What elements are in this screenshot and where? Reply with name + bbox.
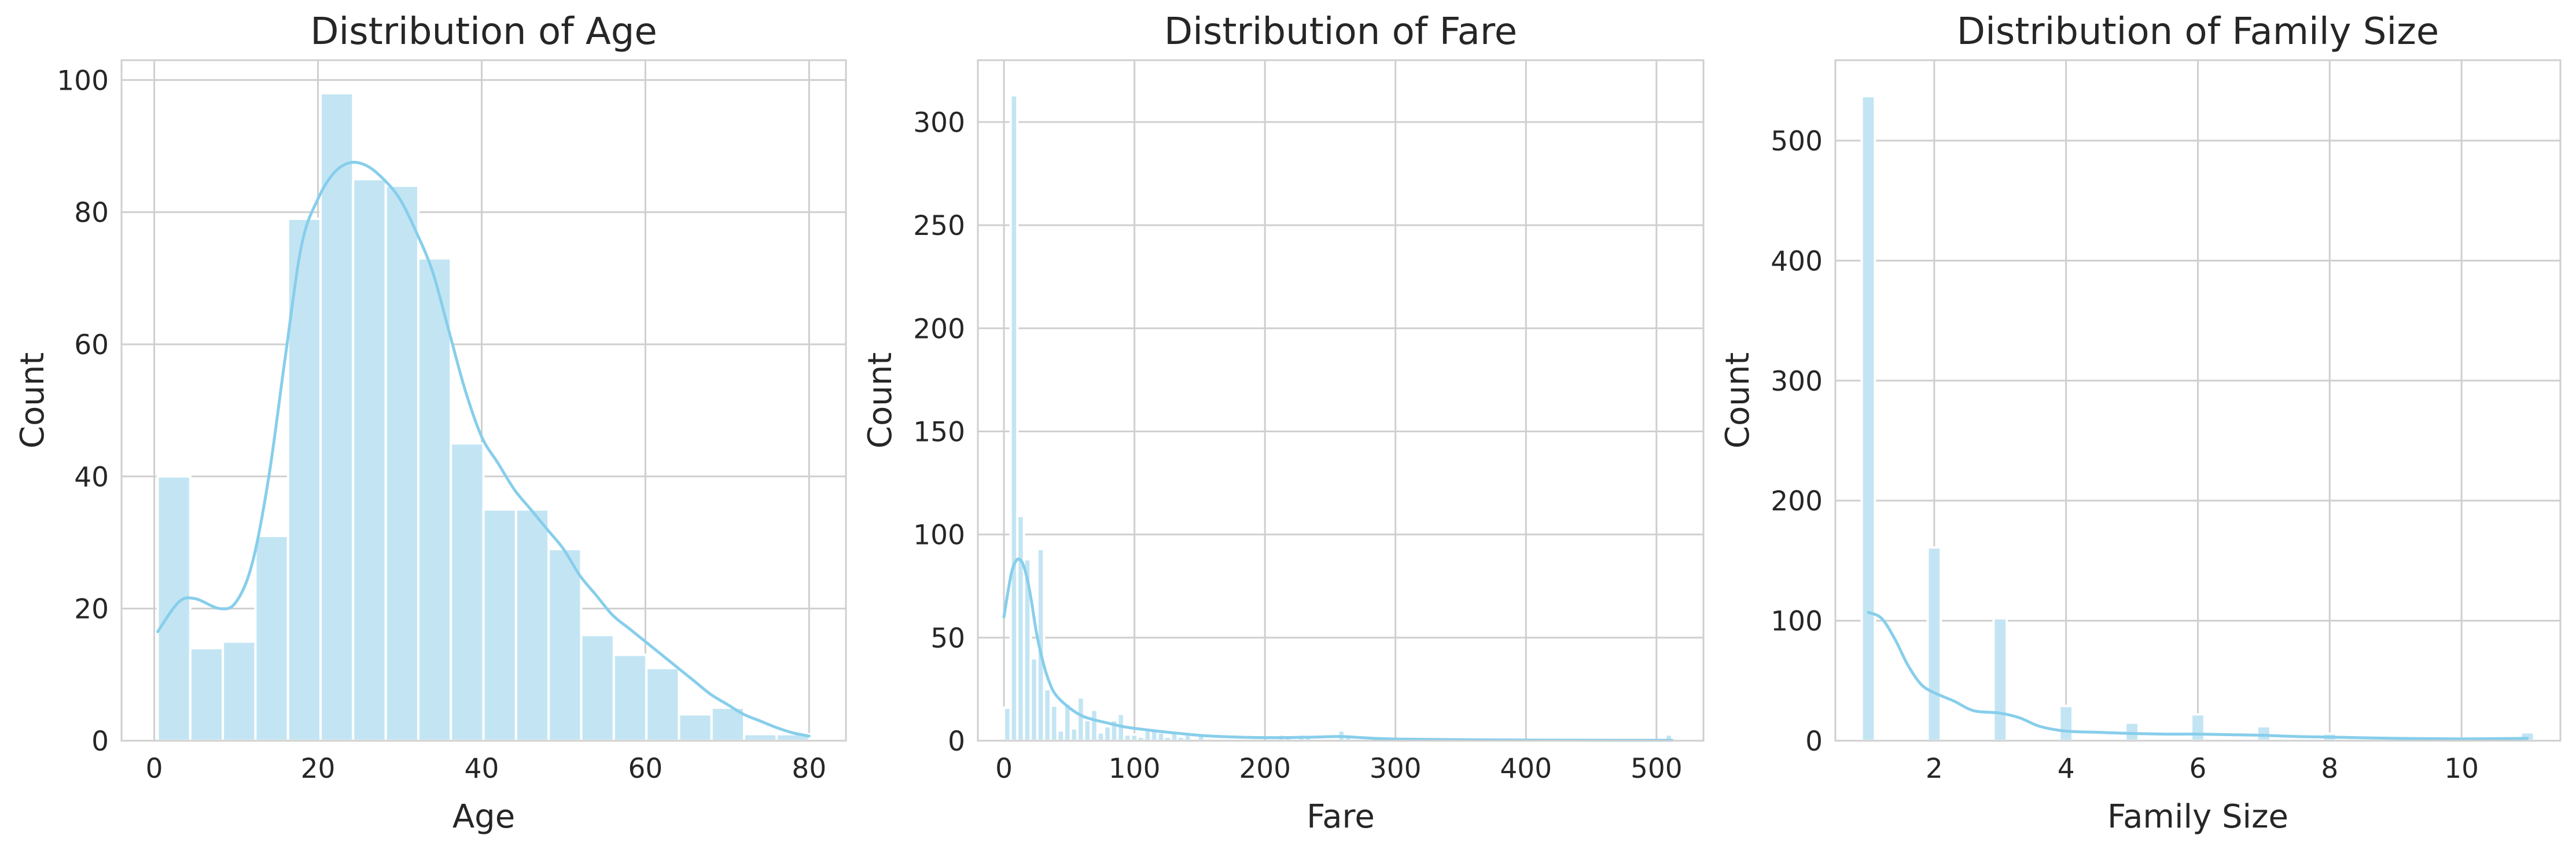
histogram-bar xyxy=(450,442,485,742)
histogram-bar xyxy=(1992,617,2008,742)
histogram-bar xyxy=(482,508,517,742)
histogram-bar xyxy=(1926,546,1942,742)
x-tick-label: 60 xyxy=(628,753,663,785)
x-tick-label: 10 xyxy=(2444,753,2479,785)
y-tick-label: 250 xyxy=(913,210,965,242)
histogram-bar xyxy=(2124,721,2140,742)
y-tick-label: 300 xyxy=(1771,366,1823,398)
x-tick-label: 500 xyxy=(1631,753,1683,785)
x-tick-label: 100 xyxy=(1109,753,1161,785)
y-tick-label: 500 xyxy=(1771,126,1823,157)
histogram-bar xyxy=(612,653,648,742)
chart-title: Distribution of Fare xyxy=(1164,10,1517,53)
y-axis-label: Count xyxy=(1719,352,1757,448)
x-tick-label: 8 xyxy=(2321,753,2338,785)
y-tick-label: 100 xyxy=(1771,606,1823,638)
x-tick-label: 0 xyxy=(995,753,1013,785)
x-axis-label: Family Size xyxy=(2107,798,2288,836)
histogram-bar xyxy=(1860,95,1876,742)
x-tick-label: 2 xyxy=(1926,753,1943,785)
y-tick-label: 300 xyxy=(913,107,965,139)
kde-curve xyxy=(156,160,811,738)
histogram-bar xyxy=(547,547,583,742)
x-axis-label: Fare xyxy=(1307,798,1375,836)
x-tick-label: 6 xyxy=(2189,753,2207,785)
y-tick-label: 0 xyxy=(91,726,109,758)
histogram-bar xyxy=(384,184,419,742)
chart-title: Distribution of Age xyxy=(310,10,657,53)
histogram-bar xyxy=(678,713,713,742)
y-tick-label: 0 xyxy=(1805,726,1823,758)
y-tick-label: 80 xyxy=(74,197,109,229)
histogram-bar xyxy=(417,257,452,742)
histogram-bar xyxy=(352,178,387,742)
histogram-bar xyxy=(514,508,550,742)
kde-curve xyxy=(1867,611,2529,741)
x-axis-label: Age xyxy=(452,798,515,836)
histogram-bar xyxy=(580,634,615,742)
histogram-bar xyxy=(222,640,257,742)
x-tick-label: 0 xyxy=(146,753,163,785)
y-axis-label: Count xyxy=(862,352,899,448)
plot-frame xyxy=(1834,59,2562,742)
histogram-bar xyxy=(2190,713,2206,742)
chart-panel-fare: 0 100 200 300 400 500 0 50 100 150 200 250 300 Distri… xyxy=(862,10,1705,836)
x-tick-label: 300 xyxy=(1370,753,1422,785)
y-tick-label: 50 xyxy=(930,623,965,655)
y-tick-label: 200 xyxy=(913,313,965,345)
x-tick-label: 40 xyxy=(465,753,499,785)
y-axis-label: Count xyxy=(14,352,51,448)
y-tick-label: 150 xyxy=(913,416,965,448)
plot-frame xyxy=(120,59,847,742)
chart-title: Distribution of Family Size xyxy=(1957,10,2439,53)
x-tick-label: 20 xyxy=(301,753,336,785)
histogram-bar xyxy=(319,92,355,742)
plot-frame xyxy=(977,59,1705,742)
y-tick-label: 20 xyxy=(74,594,109,626)
histogram-bar xyxy=(645,667,680,742)
x-tick-label: 4 xyxy=(2058,753,2075,785)
x-tick-label: 200 xyxy=(1239,753,1291,785)
histogram-bar xyxy=(2256,725,2272,742)
y-tick-label: 200 xyxy=(1771,486,1823,517)
x-tick-label: 400 xyxy=(1500,753,1552,785)
kde-curve xyxy=(1002,557,1674,742)
histogram-bar xyxy=(254,535,289,742)
x-tick-label: 80 xyxy=(792,753,826,785)
chart-panel-age: 0 20 40 60 80 0 20 40 60 80 100 Distribution of Age… xyxy=(14,10,847,836)
histogram-bar xyxy=(2058,704,2074,742)
y-tick-label: 100 xyxy=(57,65,109,97)
y-tick-label: 400 xyxy=(1771,245,1823,277)
y-tick-label: 0 xyxy=(948,726,965,758)
y-tick-label: 100 xyxy=(913,520,965,551)
y-tick-label: 40 xyxy=(74,461,109,493)
histogram-bar xyxy=(189,647,225,742)
histogram-bar xyxy=(743,733,778,742)
y-tick-label: 60 xyxy=(74,329,109,361)
